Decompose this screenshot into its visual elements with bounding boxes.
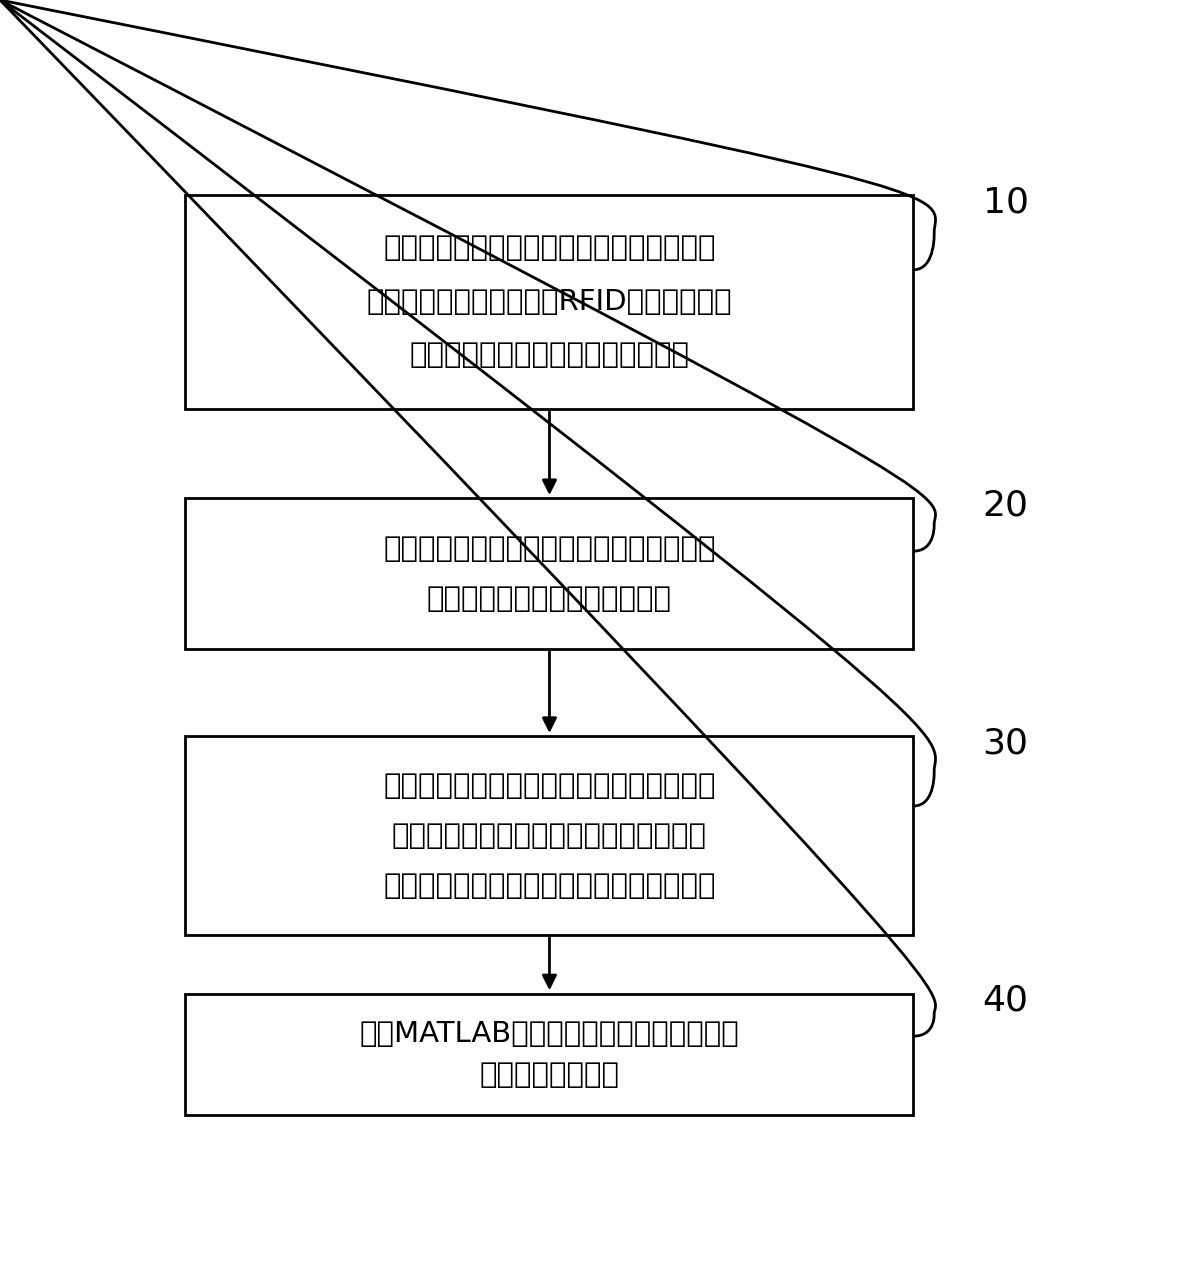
Text: 20: 20 [982,489,1028,523]
Text: 并设计相应的界面: 并设计相应的界面 [479,1061,619,1088]
Text: 判断落在可靠监控区域的点，并旋转摆角，: 判断落在可靠监控区域的点，并旋转摆角， [383,772,716,799]
Bar [185,498,913,649]
Text: 初始化监控区域尺寸、阅读器工作锥角、目: 初始化监控区域尺寸、阅读器工作锥角、目 [383,235,716,262]
Text: 10: 10 [982,185,1028,219]
Bar [185,736,913,936]
Bar [185,994,913,1115]
Text: 30: 30 [982,726,1028,760]
Text: 基于MATLAB平台，根据上述算法进行编程: 基于MATLAB平台，根据上述算法进行编程 [359,1020,740,1048]
Text: 40: 40 [982,984,1028,1018]
Bar [185,195,913,409]
Text: 对整个监控空间进行网格划分，对固定式阅: 对整个监控空间进行网格划分，对固定式阅 [383,535,716,562]
Text: 并找出整个可靠监控区域所对应的安装角度: 并找出整个可靠监控区域所对应的安装角度 [383,871,716,899]
Text: 计算出所有情况的可靠监控区域的体积，: 计算出所有情况的可靠监控区域的体积， [392,822,707,850]
Text: 模型，确定可靠监控区域的边界条件: 模型，确定可靠监控区域的边界条件 [409,342,690,369]
Text: 读器的安装角度进行等间隔划分: 读器的安装角度进行等间隔划分 [427,585,672,613]
Text: 标物工作边界数据，建立RFID监控系统数学: 标物工作边界数据，建立RFID监控系统数学 [366,288,732,315]
